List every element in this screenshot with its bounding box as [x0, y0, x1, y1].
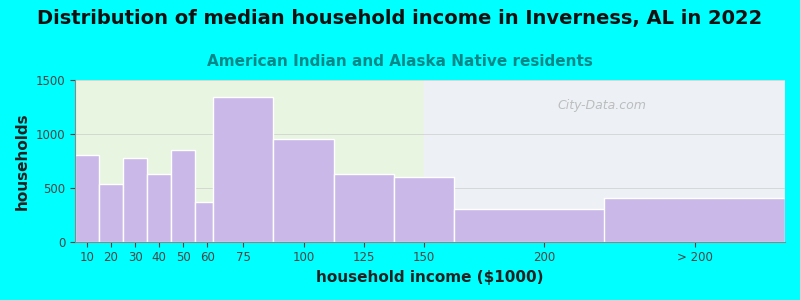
Bar — [394, 177, 454, 242]
Y-axis label: households: households — [15, 112, 30, 210]
Bar — [334, 174, 394, 242]
Bar — [274, 139, 334, 242]
Text: City-Data.com: City-Data.com — [558, 99, 646, 112]
Bar — [605, 197, 785, 242]
Bar — [171, 150, 195, 242]
X-axis label: household income ($1000): household income ($1000) — [316, 270, 544, 285]
Bar — [424, 26, 800, 242]
Bar — [75, 155, 99, 242]
Text: Distribution of median household income in Inverness, AL in 2022: Distribution of median household income … — [38, 9, 762, 28]
Text: American Indian and Alaska Native residents: American Indian and Alaska Native reside… — [207, 54, 593, 69]
Bar — [123, 158, 147, 242]
Bar — [214, 97, 274, 242]
Bar — [99, 184, 123, 242]
Bar — [195, 202, 214, 242]
Bar — [454, 209, 634, 242]
Bar — [147, 174, 171, 242]
